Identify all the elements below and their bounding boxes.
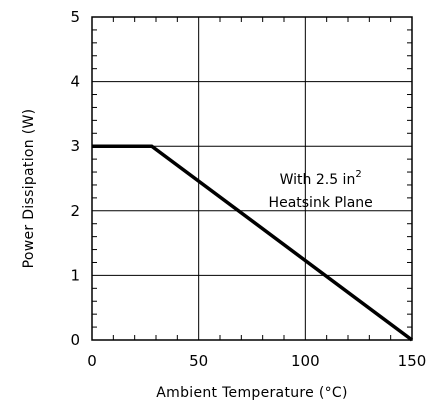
annotation-prefix: With 2.5 in [280,172,356,188]
x-tick-label: 0 [87,352,97,370]
y-tick-label: 5 [70,8,80,26]
plot-frame [91,16,413,341]
y-tick-label: 3 [70,137,80,155]
grid [92,17,412,340]
y-tick-label: 2 [70,202,80,220]
series-line-0 [92,144,414,342]
annotation-superscript: 2 [355,169,361,180]
x-axis-title: Ambient Temperature (°C) [156,385,347,401]
minor-ticks [92,17,412,340]
y-tick-label: 4 [70,73,80,91]
annotation-line-2: Heatsink Plane [269,195,373,211]
x-tick-label: 50 [189,352,208,370]
x-tick-label: 100 [291,352,320,370]
y-tick-label: 0 [70,331,80,349]
y-tick-label: 1 [70,266,80,284]
series-layer [92,144,414,342]
y-axis-title: Power Dissipation (W) [21,109,37,269]
x-tick-label: 150 [398,352,427,370]
tick-labels: 0 50 100 150 0 1 2 3 4 5 [70,8,426,370]
annotation-line-1: With 2.5 in2 [280,169,362,188]
